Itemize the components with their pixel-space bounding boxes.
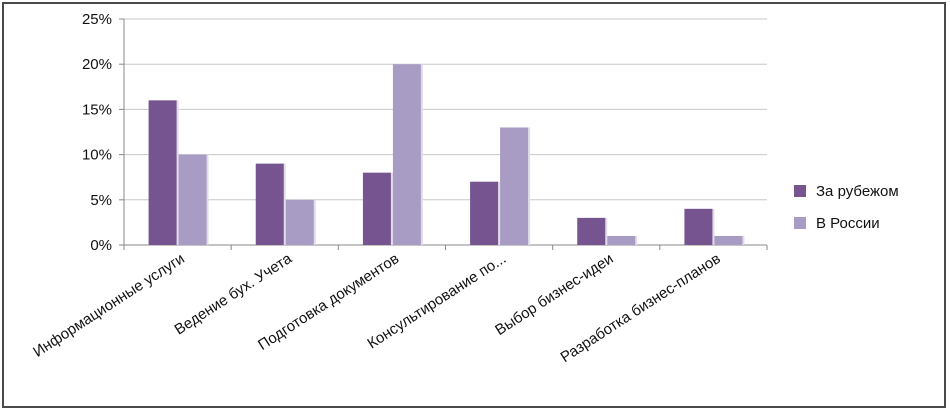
axes [119, 18, 768, 250]
y-tick-label: 15% [82, 101, 112, 118]
bar-russia [500, 127, 529, 245]
y-tick-label: 10% [82, 147, 112, 164]
legend: За рубежом В России [794, 183, 899, 232]
bar-russia [607, 235, 636, 245]
x-category-label: Информационные услуги [30, 250, 188, 361]
bar-chart: 0% 5% 10% 15% 20% 25% Информационные услугиВе… [30, 11, 899, 366]
y-tick-label: 0% [90, 237, 112, 254]
legend-label: В России [816, 215, 880, 232]
bar-abroad [470, 181, 499, 245]
bar-russia [285, 199, 314, 245]
y-tick-label: 5% [90, 192, 112, 209]
y-tick-label: 20% [82, 56, 112, 73]
y-tick-label: 25% [82, 11, 112, 28]
chart-frame: 0% 5% 10% 15% 20% 25% Информационные услуги Ве… [2, 2, 946, 408]
y-tick-labels: 0% 5% 10% 15% 20% 25% [82, 11, 112, 254]
bar-abroad [148, 100, 177, 245]
bar-abroad [684, 208, 713, 245]
bars [148, 64, 745, 245]
bar-abroad [255, 163, 284, 245]
legend-swatch [794, 217, 806, 229]
bar-abroad [362, 172, 391, 245]
legend-label: За рубежом [816, 183, 899, 200]
legend-swatch [794, 185, 806, 197]
bar-russia [178, 154, 207, 245]
bar-abroad [577, 217, 606, 245]
bar-russia [392, 64, 421, 245]
bar-russia [714, 235, 743, 245]
gridlines [124, 18, 767, 201]
